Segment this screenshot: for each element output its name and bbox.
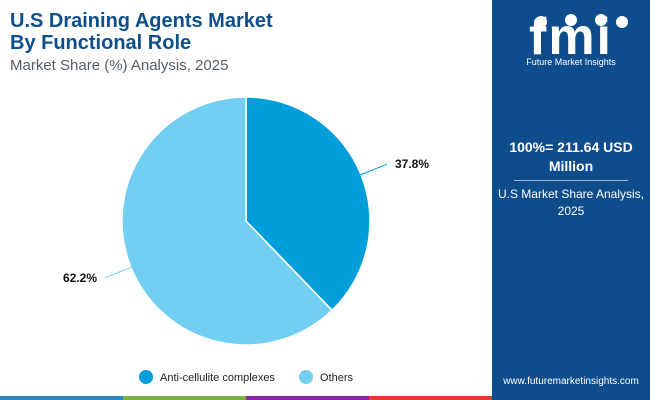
title-block: U.S Draining Agents Market By Functional… [10, 10, 310, 76]
logo-caption: Future Market Insights [526, 57, 616, 67]
side-panel: fmi Future Market Insights 100%= 211.64 … [492, 0, 650, 400]
leader-line-0 [353, 163, 388, 179]
legend-swatch-0 [139, 370, 153, 384]
market-total: 100%= 211.64 USD Million [509, 139, 633, 174]
logo-dot-2 [565, 14, 577, 26]
legend-swatch-1 [299, 370, 313, 384]
fmi-logo: fmi [529, 8, 628, 66]
slice-label-0: 37.8% [395, 157, 429, 171]
bottom-bar-segment-3 [369, 396, 492, 400]
legend-label-0: Anti-cellulite complexes [160, 372, 275, 384]
bottom-color-bar [0, 396, 492, 400]
pie-chart: 37.8% 62.2% Anti-cellulite complexes Others [63, 96, 429, 384]
panel-divider [514, 180, 628, 181]
website-link[interactable]: www.futuremarketinsights.com [503, 376, 639, 387]
logo-dot-1 [535, 16, 547, 28]
bottom-bar-segment-1 [123, 396, 246, 400]
logo-dot-4 [616, 16, 628, 28]
market-caption: U.S Market Share Analysis, 2025 [497, 187, 645, 218]
chart-subtitle: Market Share (%) Analysis, 2025 [10, 57, 229, 74]
legend-label-1: Others [320, 372, 354, 384]
bottom-bar-segment-0 [0, 396, 123, 400]
slice-label-1: 62.2% [63, 271, 97, 285]
chart-title-line-2: By Functional Role [10, 32, 192, 54]
bottom-bar-segment-2 [246, 396, 369, 400]
chart-title-line-1: U.S Draining Agents Market [10, 10, 273, 32]
leader-line-1 [104, 263, 139, 279]
logo-dot-3 [595, 14, 607, 26]
